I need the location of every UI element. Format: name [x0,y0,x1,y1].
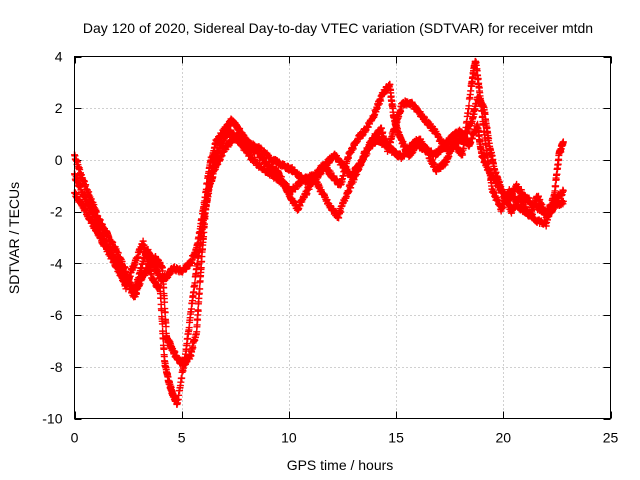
y-tick-label: -4 [50,255,63,271]
x-tick-label: 20 [496,430,512,446]
y-tick-label: -8 [50,359,63,375]
y-tick-label: 2 [55,100,63,116]
data-point [159,335,167,343]
data-point [559,197,567,205]
plot-frame [74,56,611,419]
data-point [191,279,199,287]
y-tick-label: -6 [50,307,63,323]
x-tick-label: 25 [603,430,619,446]
axis-ticks: 0 5 10 15 20 25 -10 -8 -6 -4 -2 0 2 4 [42,49,618,446]
data-point [196,285,204,293]
data-point [158,320,166,328]
data-point [559,187,567,195]
data-point [158,306,166,314]
series-track-c [71,93,567,408]
data-point [162,323,170,331]
y-axis-label: SDTVAR / TECUs [6,182,22,294]
x-tick-label: 0 [71,430,79,446]
x-tick-label: 10 [281,430,297,446]
data-point [161,309,169,317]
data-point [178,374,186,382]
data-point [194,260,202,268]
chart-title: Day 120 of 2020, Sidereal Day-to-day VTE… [83,20,593,36]
y-tick-label: -10 [42,411,62,427]
y-tick-label: 4 [55,49,63,65]
y-tick-label: -2 [50,204,63,220]
data-markers [71,57,567,408]
y-tick-label: 0 [55,152,63,168]
data-point [465,102,473,110]
x-axis-label: GPS time / hours [287,457,394,473]
data-point [559,138,567,146]
data-point [157,294,165,302]
data-point [194,307,202,315]
x-tick-label: 15 [388,430,404,446]
x-tick-label: 5 [178,430,186,446]
